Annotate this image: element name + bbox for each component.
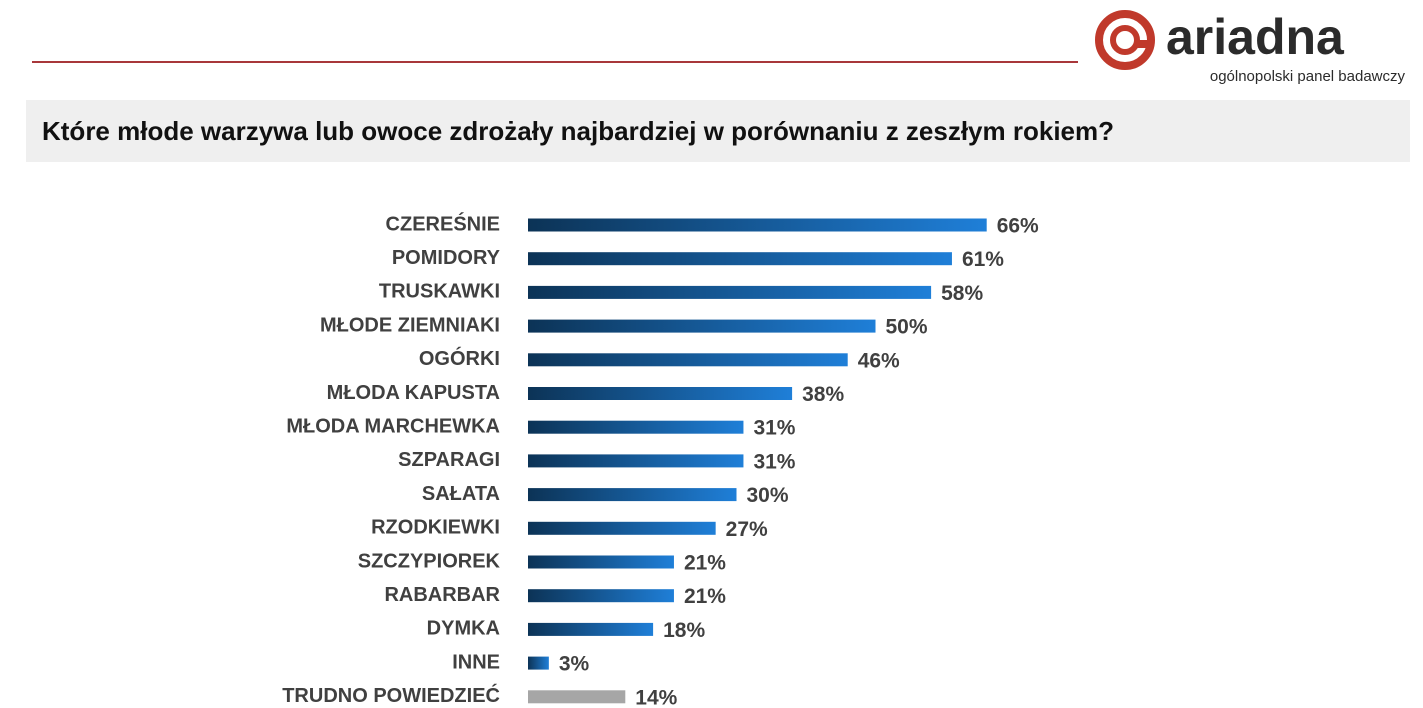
value-label: 58% [941, 282, 983, 305]
value-label: 31% [753, 417, 795, 440]
bar [528, 690, 626, 704]
category-label: DYMKA [427, 618, 500, 640]
value-label: 3% [559, 653, 590, 676]
category-label: RABARBAR [384, 584, 500, 606]
chart-title: Które młode warzywa lub owoce zdrożały n… [42, 116, 1114, 146]
bar [528, 218, 987, 232]
tagline: ogólnopolski panel badawczy [1210, 68, 1406, 85]
category-label: CZEREŚNIE [386, 211, 500, 235]
bar [528, 420, 744, 434]
bar [528, 285, 932, 299]
bar [528, 488, 737, 502]
bar [528, 252, 952, 266]
logo-icon [1095, 10, 1155, 70]
category-label: MŁODE ZIEMNIAKI [320, 314, 500, 336]
category-label: OGÓRKI [419, 346, 500, 370]
bar [528, 555, 674, 569]
bar [528, 521, 716, 535]
value-label: 14% [635, 686, 677, 708]
bar [528, 387, 793, 400]
bar [528, 353, 848, 367]
bar [528, 589, 674, 603]
bar [528, 622, 654, 636]
bar [528, 454, 744, 468]
value-label: 27% [726, 518, 768, 541]
value-label: 61% [962, 248, 1004, 271]
value-label: 50% [886, 316, 928, 339]
category-label: TRUDNO POWIEDZIEĆ [282, 683, 500, 707]
value-label: 46% [858, 349, 900, 372]
category-label: INNE [452, 651, 500, 673]
category-label: SAŁATA [422, 483, 500, 505]
value-label: 21% [684, 552, 726, 575]
value-label: 30% [747, 484, 789, 507]
category-label: MŁODA KAPUSTA [327, 382, 500, 404]
category-label: SZCZYPIOREK [358, 550, 501, 572]
value-label: 18% [663, 619, 705, 642]
logo: ariadna [1166, 9, 1345, 65]
bar [528, 319, 876, 333]
category-label: SZPARAGI [398, 449, 500, 471]
category-label: TRUSKAWKI [379, 281, 500, 303]
category-label: POMIDORY [392, 247, 501, 269]
value-label: 38% [802, 383, 844, 406]
value-label: 21% [684, 585, 726, 608]
value-label: 31% [753, 450, 795, 473]
title-band [26, 100, 1410, 162]
bar [528, 656, 549, 670]
category-label: RZODKIEWKI [371, 517, 500, 539]
category-label: MŁODA MARCHEWKA [286, 415, 500, 437]
value-label: 66% [997, 215, 1039, 238]
